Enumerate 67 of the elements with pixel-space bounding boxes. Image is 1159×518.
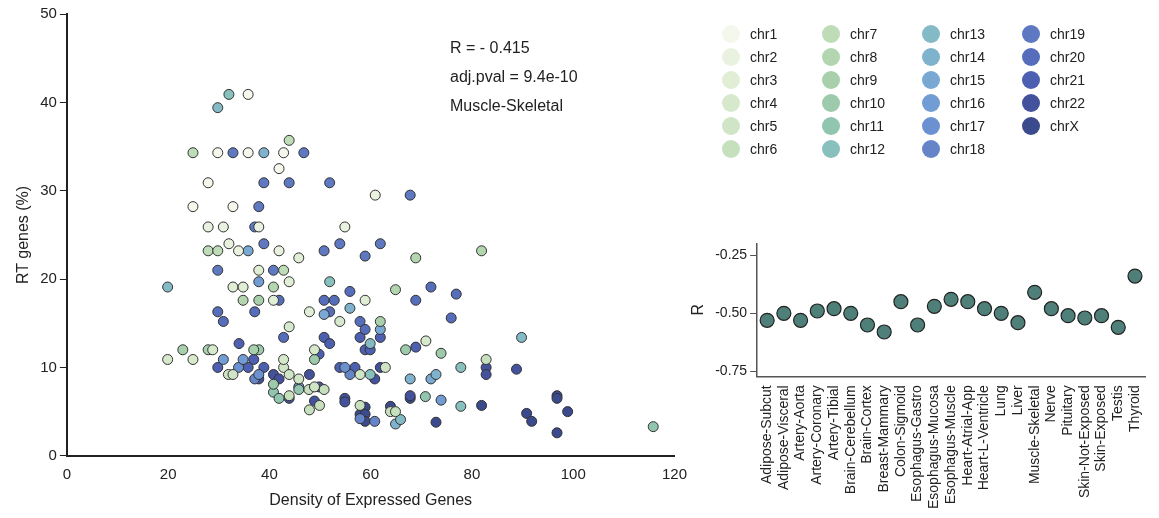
- x-tick-label: Adipose-Visceral: [774, 385, 791, 491]
- x-tick-label: Adipose-Subcut: [758, 385, 774, 485]
- x-tick-label: Heart-L-Ventricle: [975, 385, 992, 491]
- legend-label: chr16: [950, 94, 986, 111]
- y-tick-label: -0.25: [715, 245, 748, 262]
- legend-label: chr6: [750, 140, 778, 157]
- x-tick-label: 60: [362, 464, 380, 482]
- x-tick-label: Skin-Not-Exposed: [1075, 385, 1092, 499]
- x-tick-label: Artery-Aorta: [791, 385, 808, 461]
- x-tick-label: Artery-Coronary: [808, 385, 825, 485]
- x-tick-label: 0: [62, 464, 72, 482]
- legend-label: chr19: [1050, 25, 1086, 42]
- x-tick-label: 100: [560, 464, 586, 482]
- y-axis-title: R: [689, 304, 707, 316]
- y-tick-label: 10: [40, 357, 57, 375]
- legend-label: chr8: [850, 48, 878, 65]
- legend-label: chr13: [950, 25, 986, 42]
- x-tick-label: Testis: [1109, 385, 1126, 422]
- x-tick-label: Lung: [992, 385, 1009, 417]
- x-tick-label: Brain-Cortex: [858, 385, 875, 464]
- x-tick-label: Esophagus-Gastro: [908, 385, 925, 502]
- legend-label: chr5: [750, 117, 778, 134]
- y-axis-title: RT genes (%): [14, 185, 32, 284]
- legend-label: chr3: [750, 71, 778, 88]
- x-tick-label: Esophagus-Muscle: [941, 385, 958, 505]
- legend-label: chr11: [850, 117, 884, 134]
- y-tick-label: 50: [40, 4, 57, 22]
- x-tick-label: Pituitary: [1058, 385, 1075, 436]
- legend-label: chr9: [850, 71, 878, 88]
- x-tick-label: Muscle-Skeletal: [1025, 385, 1042, 485]
- x-tick-label: 20: [159, 464, 177, 482]
- legend-label: chr1: [750, 25, 778, 42]
- x-tick-label: Thyroid: [1125, 385, 1142, 432]
- y-tick-label: -0.75: [715, 362, 748, 379]
- y-tick-label: -0.50: [715, 304, 748, 321]
- legend-label: chr10: [850, 94, 886, 111]
- legend-label: chr2: [750, 48, 778, 65]
- x-tick-label: Artery-Tibial: [824, 385, 841, 461]
- legend-label: chr21: [1050, 71, 1086, 88]
- legend-label: chrX: [1050, 117, 1079, 134]
- y-tick-label: 20: [40, 269, 57, 287]
- annotation: adj.pval = 9.4e-10: [450, 67, 578, 87]
- x-tick-label: 80: [463, 464, 481, 482]
- x-tick-label: 40: [261, 464, 278, 482]
- legend-label: chr14: [950, 48, 986, 65]
- x-tick-label: Skin-Exposed: [1092, 385, 1109, 472]
- legend-label: chr17: [950, 117, 986, 134]
- x-tick-label: Brain-Cerebellum: [841, 385, 858, 495]
- x-tick-label: Nerve: [1042, 385, 1059, 423]
- x-tick-label: Esophagus-Mucosa: [925, 385, 942, 510]
- y-tick-label: 40: [40, 92, 57, 110]
- x-tick-label: Liver: [1008, 384, 1025, 416]
- legend-label: chr7: [850, 25, 878, 42]
- annotation: Muscle-Skeletal: [450, 96, 564, 116]
- legend-label: chr22: [1050, 94, 1086, 111]
- legend-label: chr15: [950, 71, 986, 88]
- x-tick-label: 120: [661, 464, 687, 482]
- annotation: R = - 0.415: [450, 38, 531, 58]
- legend-label: chr18: [950, 140, 986, 157]
- legend-label: chr12: [850, 140, 886, 157]
- x-tick-label: Heart-Atrial-App: [958, 385, 975, 486]
- x-tick-label: Colon-Sigmoid: [891, 385, 908, 478]
- legend-label: chr4: [750, 94, 778, 111]
- legend-label: chr20: [1050, 48, 1086, 65]
- y-tick-label: 30: [40, 180, 57, 198]
- x-axis-title: Density of Expressed Genes: [269, 490, 473, 508]
- x-tick-label: Breast-Mammary: [875, 385, 892, 493]
